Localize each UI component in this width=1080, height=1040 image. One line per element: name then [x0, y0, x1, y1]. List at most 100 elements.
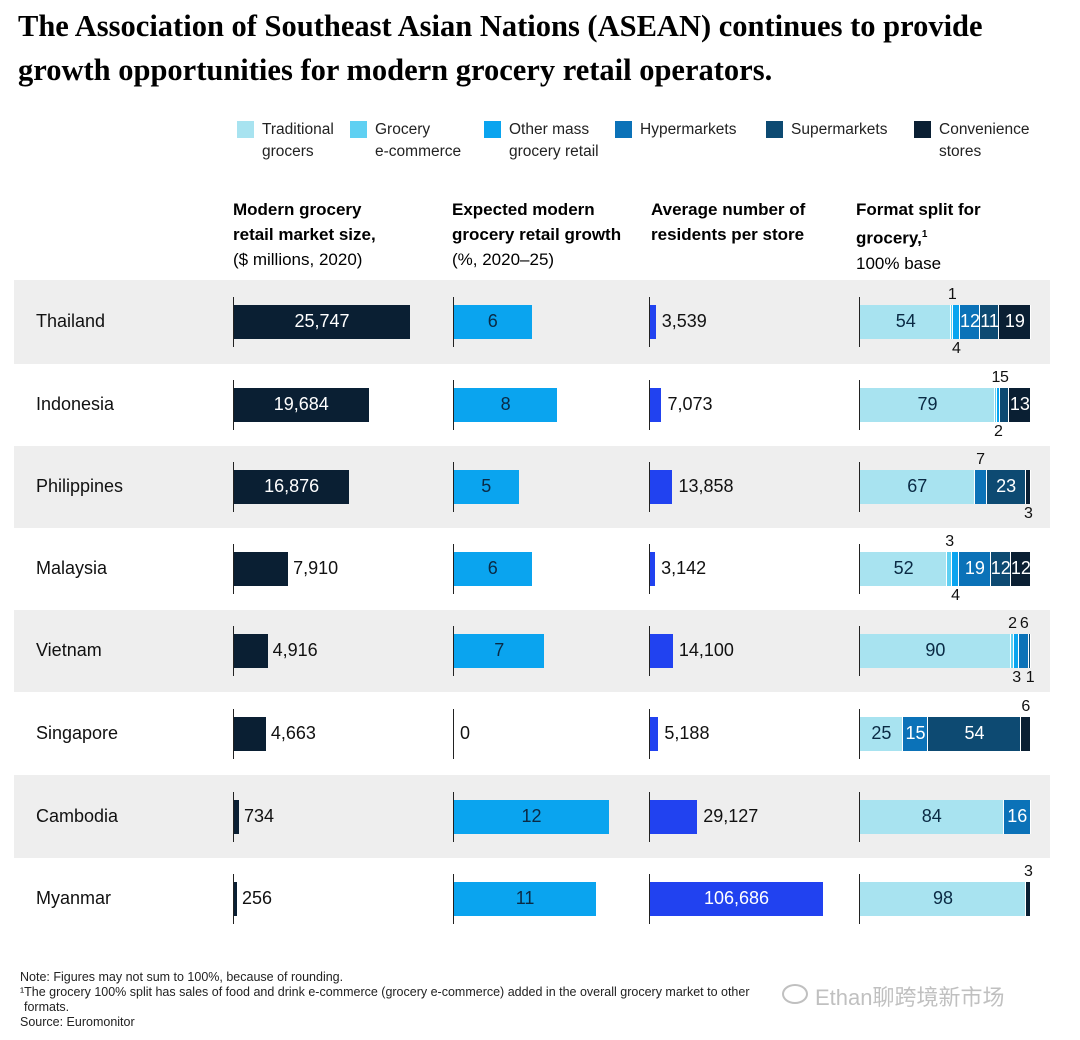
format-split-callout: 7 — [976, 451, 985, 468]
market-axis — [233, 462, 234, 512]
split-axis — [859, 544, 860, 594]
format-split-label: 54 — [964, 722, 985, 743]
legend-item: Supermarkets — [766, 119, 887, 141]
growth-axis — [453, 297, 454, 347]
format-split-callout: 6 — [1021, 697, 1031, 715]
format-split-callout: 1 — [1025, 669, 1035, 686]
format-split-label: 52 — [893, 558, 914, 578]
footnotes: Note: Figures may not sum to 100%, becau… — [20, 970, 1060, 1030]
legend: Traditional grocers Grocery e-commerce Other… — [0, 119, 1080, 169]
growth-axis — [453, 380, 454, 430]
format-split-callout: 2 — [994, 423, 1003, 440]
market-axis — [233, 297, 234, 347]
growth-bar — [454, 552, 532, 586]
column-header-market-line1: Modern grocery — [233, 200, 362, 219]
column-header-growth: Expected modern grocery retail growth (%… — [452, 197, 621, 272]
legend-swatch — [615, 121, 632, 138]
growth-axis — [453, 708, 454, 759]
column-header-market-sub: ($ millions, 2020) — [233, 250, 363, 269]
legend-label: Traditional grocers — [262, 119, 334, 163]
residents-label: 106,686 — [703, 888, 770, 908]
column-header-market-size: Modern grocery retail market size, ($ mi… — [233, 197, 376, 272]
residents-label: 7,073 — [667, 394, 713, 414]
format-split-callout: 3 — [1023, 505, 1033, 522]
market-axis — [233, 708, 234, 759]
legend-item: Traditional grocers — [237, 119, 334, 163]
format-split-label: 19 — [1004, 311, 1025, 331]
column-header-growth-sub: (%, 2020–25) — [452, 250, 555, 269]
country-label: Vietnam — [36, 640, 102, 660]
format-split-segment — [958, 552, 991, 586]
format-split-segment — [860, 799, 1004, 834]
format-split-callout: 1 — [947, 286, 957, 303]
format-split-segment — [860, 716, 903, 751]
format-split-segment — [860, 882, 1026, 916]
format-split-segment — [860, 388, 996, 422]
format-split-segment — [974, 470, 987, 504]
format-split-segment — [860, 470, 975, 504]
growth-bar — [454, 882, 597, 916]
format-split-label: 19 — [964, 558, 985, 578]
format-split-label: 15 — [905, 722, 926, 743]
legend-label-line: Grocery — [375, 121, 431, 138]
format-split-callout: 4 — [951, 587, 960, 604]
format-split-label: 84 — [921, 805, 942, 826]
country-label: Cambodia — [36, 805, 119, 826]
residents-label: 14,100 — [678, 640, 734, 660]
legend-label-line: grocery retail — [509, 143, 599, 160]
format-split-callout: 2 — [1008, 615, 1017, 632]
format-split-label: 16 — [1007, 805, 1028, 826]
table-row: Indonesia — [14, 364, 1050, 446]
legend-label-line: Hypermarkets — [640, 121, 737, 138]
market-axis — [233, 544, 234, 594]
legend-swatch — [350, 121, 367, 138]
market-size-label: 16,876 — [264, 476, 320, 496]
country-label: Singapore — [36, 722, 119, 743]
format-split-label: 23 — [996, 476, 1017, 496]
residents-axis — [649, 544, 650, 594]
residents-label: 29,127 — [703, 805, 759, 826]
watermark: Ethan聊跨境新市场 — [815, 985, 1005, 1010]
growth-label: 8 — [500, 394, 511, 414]
footnote-1-continued: formats. — [24, 1000, 70, 1014]
format-split-callout: 3 — [945, 533, 955, 550]
legend-label-line: Supermarkets — [791, 121, 888, 138]
split-axis — [859, 297, 860, 347]
format-split-segment — [1025, 882, 1031, 916]
growth-axis — [453, 462, 454, 512]
growth-label: 5 — [481, 476, 492, 496]
legend-label-line: e-commerce — [375, 143, 462, 160]
market-size-bar — [234, 634, 268, 668]
chart-title: The Association of Southeast Asian Natio… — [18, 9, 983, 87]
market-axis — [233, 874, 234, 924]
growth-bar — [454, 470, 519, 504]
residents-label: 13,858 — [678, 476, 734, 496]
residents-bar — [650, 634, 673, 668]
column-header-split-line1: Format split for — [856, 200, 981, 219]
footnote-marker: 1 — [921, 229, 928, 240]
residents-axis — [649, 874, 650, 924]
format-split-label: 11 — [980, 311, 999, 331]
format-split-segment — [1000, 388, 1009, 422]
format-split-segment — [952, 552, 959, 586]
column-header-residents-line2: residents per store — [651, 225, 805, 244]
column-header-residents-line1: Average number of — [651, 200, 806, 219]
format-split-segment — [860, 552, 948, 586]
format-split-label: 12 — [1010, 558, 1031, 578]
table-row: Singapore — [14, 692, 1050, 775]
format-split-callout: 6 — [1019, 615, 1029, 632]
growth-axis — [453, 626, 454, 676]
legend-label: Hypermarkets — [640, 119, 736, 141]
format-split-segment — [998, 305, 1031, 339]
market-size-bar — [234, 470, 350, 504]
legend-swatch — [766, 121, 783, 138]
market-axis — [233, 791, 234, 842]
market-size-label: 4,663 — [270, 722, 316, 743]
country-label: Philippines — [36, 476, 124, 496]
split-axis — [859, 380, 860, 430]
residents-bar — [650, 552, 656, 586]
column-header-growth-line1: Expected modern — [452, 200, 595, 219]
split-axis — [859, 874, 860, 924]
country-label: Myanmar — [36, 888, 112, 908]
growth-label: 6 — [487, 558, 498, 578]
